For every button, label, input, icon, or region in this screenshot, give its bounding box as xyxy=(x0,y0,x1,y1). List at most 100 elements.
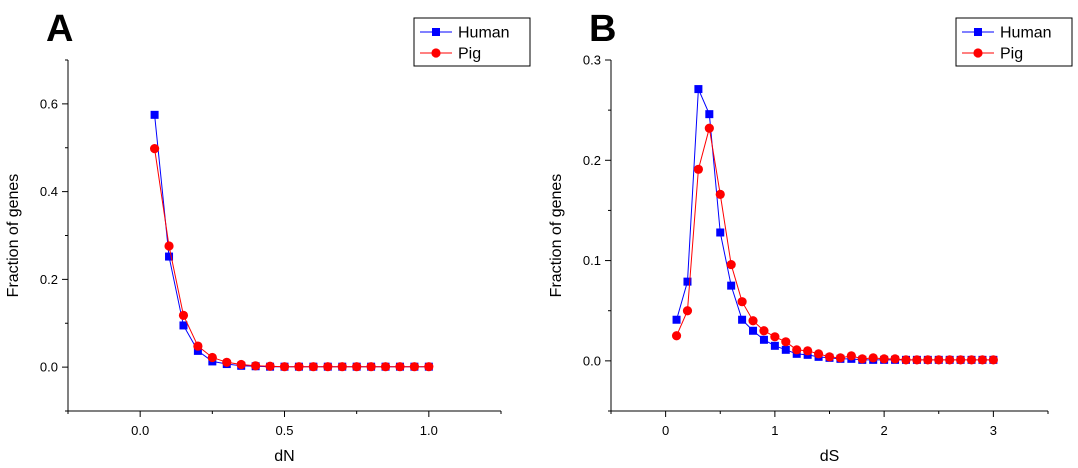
legend-symbol-pig-a xyxy=(431,48,441,58)
data-point-pig-a xyxy=(178,310,189,320)
legend-b: Human Pig xyxy=(955,17,1073,67)
y-tick-label-a: 0.6 xyxy=(40,96,58,111)
legend-box-a xyxy=(413,17,531,67)
data-point-human-a xyxy=(150,110,159,119)
data-point-pig-b xyxy=(682,306,693,316)
data-point-pig-b xyxy=(977,355,988,365)
legend-symbol-pig-b xyxy=(973,48,983,58)
data-point-pig-b xyxy=(846,351,856,361)
data-point-pig-a xyxy=(236,359,246,370)
legend-marker-pig-b xyxy=(973,48,983,58)
data-point-human-b xyxy=(781,345,790,354)
series-line-human-a xyxy=(154,114,429,368)
data-point-human-b xyxy=(683,277,692,286)
panel-label-b: B xyxy=(589,8,616,50)
y-axis-label-a: Fraction of genes xyxy=(5,174,22,298)
series-layer-b xyxy=(671,85,998,365)
data-point-pig-b xyxy=(813,349,824,359)
data-point-pig-a xyxy=(207,352,217,363)
legend-symbol-human-a xyxy=(432,28,440,36)
x-tick-label-a: 0.5 xyxy=(275,423,293,438)
data-point-pig-a xyxy=(395,362,405,372)
data-point-human-b xyxy=(749,326,758,335)
ticks-a: 0.0 0.5 1.0 0.0 0.2 0.4 0.6 xyxy=(40,59,502,438)
legend-symbol-human-b xyxy=(974,28,982,36)
data-point-pig-a xyxy=(424,362,434,372)
data-point-human-b xyxy=(738,315,747,324)
data-point-pig-a xyxy=(337,362,347,372)
data-point-pig-b xyxy=(715,189,725,199)
data-point-human-a xyxy=(179,321,188,330)
axes-a: 0.0 0.5 1.0 0.0 0.2 0.4 0.6 xyxy=(40,59,502,438)
legend-marker-human-b xyxy=(974,28,982,36)
legend-marker-pig-a xyxy=(431,48,441,58)
y-tick-label-b: 0.3 xyxy=(583,53,601,68)
data-point-pig-a xyxy=(308,362,318,372)
series-line-pig-b xyxy=(676,128,994,361)
data-point-pig-a xyxy=(251,361,261,371)
legend-a: Human Pig xyxy=(413,17,531,67)
y-tick-label-b: 0.2 xyxy=(583,153,601,168)
x-tick-label-b: 1 xyxy=(771,423,778,438)
data-point-pig-b xyxy=(824,352,835,362)
legend-item-human-a: Human xyxy=(420,25,510,42)
data-point-pig-b xyxy=(923,355,933,365)
x-tick-label-a: 1.0 xyxy=(420,423,438,438)
data-point-human-b xyxy=(672,315,681,324)
data-point-pig-b xyxy=(868,353,878,363)
data-point-pig-a xyxy=(294,362,304,372)
data-point-pig-b xyxy=(671,331,682,341)
data-point-human-a xyxy=(165,252,174,261)
data-point-pig-b xyxy=(934,355,944,365)
data-point-pig-b xyxy=(748,316,758,326)
data-point-pig-a xyxy=(323,362,333,372)
data-point-pig-a xyxy=(222,357,232,367)
legend-label-human-b: Human xyxy=(1000,25,1052,42)
legend-item-pig-b: Pig xyxy=(962,46,1023,63)
data-point-pig-b xyxy=(857,354,867,364)
data-point-pig-a xyxy=(352,362,362,372)
x-axis-label-a: dN xyxy=(274,448,294,465)
legend-marker-human-a xyxy=(432,28,440,36)
data-point-pig-a xyxy=(409,362,419,372)
ticks-b: 0 1 2 3 0.0 0.1 0.2 0.3 xyxy=(583,53,1049,438)
data-point-human-a xyxy=(193,346,202,355)
data-point-pig-b xyxy=(835,353,846,363)
data-point-pig-b xyxy=(726,259,736,270)
data-point-pig-a xyxy=(150,144,160,154)
panel-label-a: A xyxy=(46,8,73,50)
chart-panel-a: A 0.0 0.5 1.0 0.0 0.2 0.4 0.6 dN Fraction of g… xyxy=(5,8,531,465)
x-axis-label-b: dS xyxy=(820,448,840,465)
data-point-pig-a xyxy=(279,362,290,372)
data-point-pig-b xyxy=(912,355,922,365)
x-tick-label-b: 0 xyxy=(662,423,669,438)
data-point-pig-b xyxy=(901,355,911,365)
data-point-pig-b xyxy=(956,355,966,365)
y-tick-label-a: 0.4 xyxy=(40,184,58,199)
data-point-pig-b xyxy=(737,297,747,307)
data-point-human-b xyxy=(770,341,779,350)
data-point-pig-b xyxy=(781,337,791,347)
data-point-human-b xyxy=(705,110,714,119)
axes-b: 0 1 2 3 0.0 0.1 0.2 0.3 xyxy=(583,53,1049,438)
legend-label-pig-a: Pig xyxy=(458,46,481,63)
legend-item-pig-a: Pig xyxy=(420,46,481,63)
data-point-pig-b xyxy=(792,345,802,355)
data-point-pig-b xyxy=(879,354,889,364)
y-axis-label-b: Fraction of genes xyxy=(548,174,565,298)
series-line-pig-a xyxy=(154,148,429,368)
legend-box-b xyxy=(955,17,1073,67)
y-tick-label-b: 0.0 xyxy=(583,353,601,368)
chart-panel-b: B 0 1 2 30.00.10.20.3 dS Fraction of genes … xyxy=(548,8,1073,465)
data-point-pig-b xyxy=(803,346,813,356)
legend-label-human-a: Human xyxy=(458,25,510,42)
data-point-pig-a xyxy=(265,361,275,371)
data-point-pig-a xyxy=(164,241,174,251)
y-tick-label-b: 0.1 xyxy=(583,253,601,268)
data-point-pig-a xyxy=(380,362,391,372)
data-point-human-b xyxy=(716,228,725,237)
x-tick-label-a: 0.0 xyxy=(131,423,149,438)
legend-label-pig-b: Pig xyxy=(1000,46,1023,63)
data-point-human-b xyxy=(727,281,736,290)
